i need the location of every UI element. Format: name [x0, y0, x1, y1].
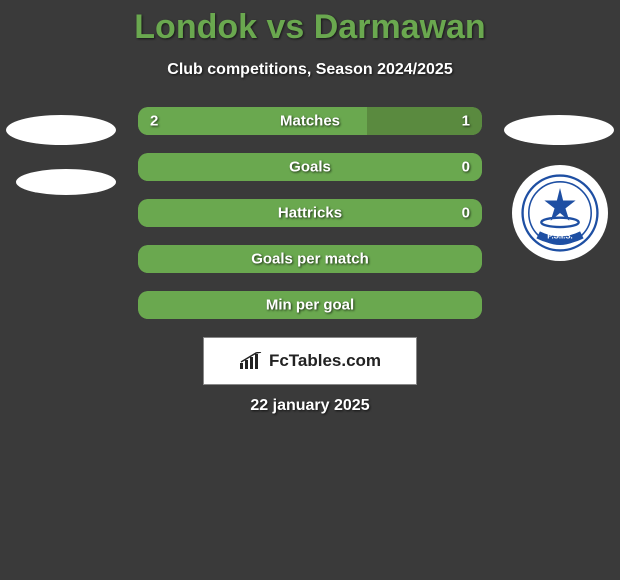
stats-area: P.S.I.S. Matches21Goals0Hattricks0Goals … — [0, 107, 620, 319]
infographic-container: Londok vs Darmawan Club competitions, Se… — [0, 0, 620, 415]
watermark: FcTables.com — [203, 337, 417, 385]
chart-icon — [239, 352, 263, 370]
stat-row: Matches2 1 — [138, 107, 482, 135]
page-title: Londok vs Darmawan — [0, 8, 620, 47]
stat-value-right: 1 — [462, 113, 470, 130]
stat-row: Min per goal — [138, 291, 482, 319]
stat-row: Goals0 — [138, 153, 482, 181]
stat-value-right: 0 — [462, 159, 470, 176]
player-left-placeholder-2 — [16, 169, 116, 195]
stat-value-right: 0 — [462, 205, 470, 222]
stat-value-left: 2 — [150, 113, 158, 130]
svg-text:P.S.I.S.: P.S.I.S. — [547, 232, 572, 241]
player-left-placeholder-1 — [6, 115, 116, 145]
date-text: 22 january 2025 — [0, 397, 620, 415]
watermark-text: FcTables.com — [269, 351, 381, 371]
stat-row: Hattricks0 — [138, 199, 482, 227]
stat-label: Min per goal — [138, 297, 482, 314]
stat-label: Hattricks — [138, 205, 482, 222]
stat-label: Goals — [138, 159, 482, 176]
stat-label: Goals per match — [138, 251, 482, 268]
player-right-placeholder — [504, 115, 614, 145]
stat-rows: Matches21Goals0Hattricks0Goals per match… — [138, 107, 482, 319]
club-badge: P.S.I.S. — [512, 165, 608, 261]
stat-label: Matches — [138, 113, 482, 130]
subtitle: Club competitions, Season 2024/2025 — [0, 61, 620, 79]
club-badge-icon: P.S.I.S. — [521, 174, 599, 252]
stat-row: Goals per match — [138, 245, 482, 273]
